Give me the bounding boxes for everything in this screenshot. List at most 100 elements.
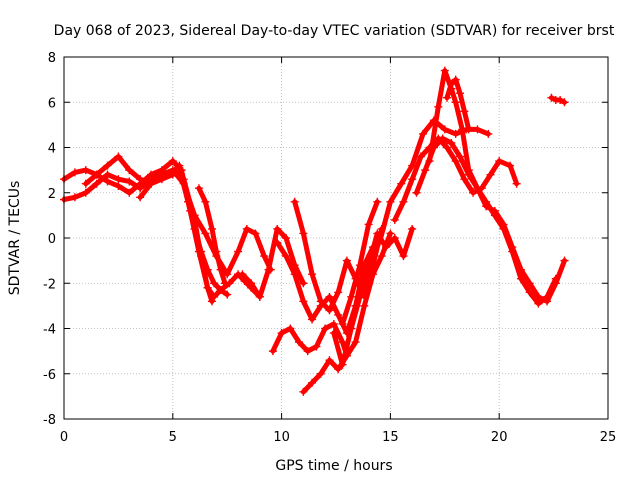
data-point-marker [242, 224, 251, 233]
data-point-marker [386, 197, 395, 206]
data-point-marker [490, 211, 499, 220]
series-trace [270, 321, 350, 359]
data-point-marker [329, 319, 338, 328]
data-point-marker [325, 356, 334, 365]
data-point-marker [114, 152, 123, 161]
data-point-marker [312, 342, 321, 351]
data-point-marker [295, 338, 304, 347]
data-point-marker [547, 93, 556, 102]
x-tick-label: 0 [60, 430, 68, 445]
data-point-marker [325, 292, 334, 301]
data-point-marker [325, 306, 334, 315]
data-point-marker [551, 274, 560, 283]
data-point-marker [451, 157, 460, 166]
data-point-marker [81, 188, 90, 197]
data-point-marker [334, 365, 343, 374]
data-point-marker [342, 256, 351, 265]
data-point-marker [347, 292, 356, 301]
data-point-marker [281, 234, 290, 242]
data-point-marker [299, 229, 308, 238]
data-point-marker [560, 98, 569, 107]
data-point-marker [347, 324, 356, 333]
data-point-marker [210, 279, 219, 288]
data-point-marker [114, 181, 123, 190]
data-point-marker [506, 161, 515, 170]
data-point-marker [451, 129, 460, 138]
data-point-marker [469, 188, 478, 197]
data-point-marker [456, 152, 465, 161]
data-point-marker [416, 152, 425, 161]
series-arc-12 [338, 197, 382, 328]
data-point-marker [438, 134, 447, 143]
data-point-marker [247, 279, 256, 288]
data-point-marker [442, 143, 451, 152]
data-point-marker [499, 224, 508, 233]
plot-frame [63, 56, 609, 420]
data-point-marker [260, 252, 269, 261]
data-point-marker [473, 184, 482, 193]
series-arc-17 [442, 75, 473, 134]
data-point-marker [464, 166, 473, 175]
data-point-marker [440, 125, 449, 134]
data-point-marker [408, 224, 417, 233]
series-arc-11 [329, 224, 417, 369]
data-point-marker [321, 324, 330, 333]
x-tick-label: 15 [382, 430, 399, 445]
data-point-marker [290, 270, 299, 279]
data-point-marker [560, 256, 569, 265]
data-point-marker [543, 292, 552, 301]
x-tick-label: 20 [491, 430, 508, 445]
data-point-marker [212, 247, 221, 256]
y-tick-label: -2 [43, 277, 56, 292]
data-point-marker [368, 270, 377, 279]
data-point-marker [273, 224, 282, 233]
data-point-marker [81, 166, 90, 175]
data-point-marker [103, 177, 112, 186]
data-point-marker [251, 229, 260, 238]
data-point-marker [70, 193, 79, 202]
data-point-marker [373, 197, 382, 206]
y-tick-label: -4 [43, 323, 56, 338]
data-point-marker [412, 188, 421, 197]
data-point-marker [290, 197, 299, 206]
series-trace [196, 185, 228, 286]
data-point-marker [451, 75, 460, 84]
data-point-marker [316, 369, 325, 378]
series-trace [137, 167, 274, 277]
data-point-marker [299, 387, 308, 396]
data-point-marker [447, 80, 456, 89]
data-point-marker [338, 319, 347, 328]
data-point-marker [299, 297, 308, 306]
data-point-marker [308, 378, 317, 387]
data-point-marker [486, 170, 495, 179]
data-point-marker [473, 125, 482, 134]
data-point-marker [168, 166, 177, 175]
data-point-marker [397, 179, 406, 188]
data-point-marker [179, 179, 188, 188]
data-point-marker [355, 261, 364, 270]
data-point-marker [434, 102, 443, 111]
data-point-marker [316, 297, 325, 306]
data-point-marker [456, 89, 465, 98]
data-point-marker [525, 288, 534, 297]
data-point-marker [207, 224, 216, 233]
data-point-marker [201, 229, 210, 238]
x-tick-label: 25 [600, 430, 617, 445]
data-point-marker [103, 161, 112, 170]
data-point-marker [147, 179, 156, 188]
data-point-marker [103, 170, 112, 179]
series-layer [60, 66, 569, 396]
x-tick-label: 10 [273, 430, 290, 445]
data-point-marker [382, 243, 391, 252]
data-point-marker [425, 157, 434, 166]
data-point-marker [484, 129, 493, 138]
y-tick-label: 0 [48, 232, 56, 247]
data-point-marker [273, 238, 282, 247]
data-point-marker [92, 170, 101, 179]
series-trace [414, 135, 567, 304]
series-trace [427, 68, 559, 307]
data-point-marker [334, 310, 343, 319]
data-point-marker [308, 315, 317, 324]
data-point-marker [460, 175, 469, 184]
